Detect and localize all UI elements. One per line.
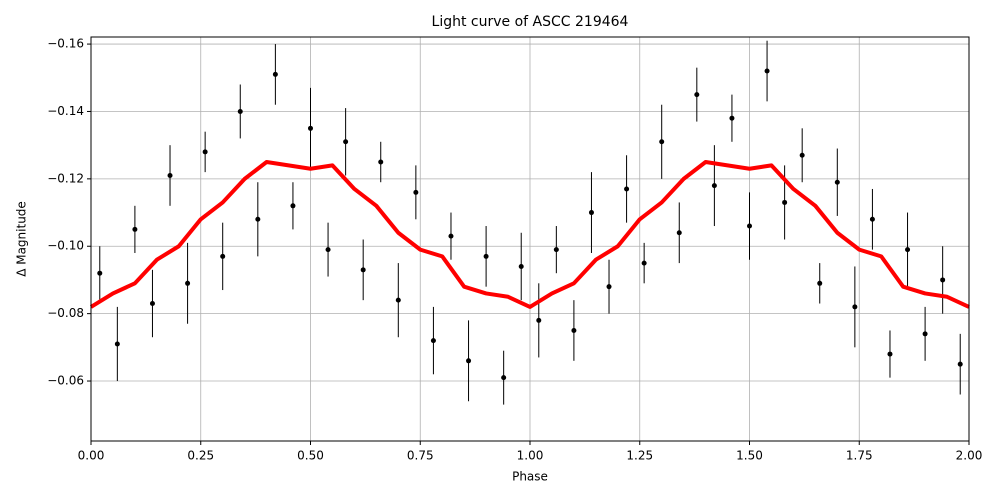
y-axis-label: Δ Magnitude: [15, 201, 29, 277]
data-point: [167, 172, 173, 178]
data-point: [536, 317, 542, 323]
data-point: [360, 267, 366, 273]
y-tick-label: −0.12: [47, 171, 84, 185]
data-point: [220, 253, 226, 259]
data-point: [869, 216, 875, 222]
x-tick-label: 1.50: [736, 449, 763, 463]
y-tick-label: −0.10: [47, 239, 84, 253]
data-point: [343, 139, 349, 145]
y-tick-label: −0.16: [47, 37, 84, 51]
data-point: [922, 331, 928, 337]
data-point: [325, 247, 331, 253]
data-point: [799, 152, 805, 158]
data-point: [395, 297, 401, 303]
data-point: [308, 125, 313, 131]
data-point: [237, 108, 243, 114]
binned-curve: [89, 160, 970, 309]
data-point: [957, 361, 963, 367]
x-axis-label: Phase: [512, 470, 548, 484]
data-point: [764, 68, 770, 74]
data-point: [817, 280, 823, 286]
data-point: [852, 304, 858, 310]
data-point: [501, 375, 507, 381]
data-point: [641, 260, 647, 266]
data-point: [747, 223, 752, 229]
data-point: [588, 210, 594, 216]
data-point: [255, 216, 261, 222]
data-point: [659, 139, 665, 145]
data-point: [149, 301, 155, 307]
data-point: [834, 179, 840, 185]
data-point: [378, 159, 384, 165]
y-tick-label: −0.14: [47, 104, 84, 118]
data-point: [571, 327, 577, 333]
data-point: [132, 226, 138, 232]
data-point: [483, 253, 489, 259]
data-point: [202, 149, 208, 155]
plot-frame: [90, 36, 970, 442]
data-point: [940, 277, 946, 283]
data-point: [887, 351, 893, 357]
data-point: [606, 284, 612, 290]
x-tick-label: 0.50: [297, 449, 324, 463]
data-point: [553, 247, 559, 253]
x-tick-label: 1.25: [626, 449, 653, 463]
data-point: [518, 263, 524, 269]
data-point: [448, 233, 454, 239]
data-point: [185, 280, 191, 286]
x-tick-label: 0.25: [187, 449, 214, 463]
data-point: [711, 183, 717, 189]
data-point: [466, 358, 472, 364]
data-point: [782, 199, 788, 205]
data-point: [114, 341, 120, 347]
x-tick-label: 1.00: [517, 449, 544, 463]
x-tick-label: 0.75: [407, 449, 434, 463]
data-point: [694, 92, 700, 98]
data-point: [729, 115, 735, 121]
data-point: [430, 338, 436, 344]
data-point: [272, 71, 278, 77]
x-tick-label: 1.75: [846, 449, 873, 463]
data-point: [290, 203, 296, 209]
chart-title: Light curve of ASCC 219464: [432, 14, 629, 30]
data-point: [413, 189, 419, 195]
data-point: [676, 230, 682, 236]
y-tick-label: −0.06: [47, 374, 84, 388]
data-point: [905, 247, 911, 253]
data-point: [624, 186, 630, 192]
data-point: [97, 270, 103, 276]
x-tick-label: 2.00: [956, 449, 983, 463]
x-tick-label: 0.00: [78, 449, 105, 463]
y-tick-label: −0.08: [47, 306, 84, 320]
